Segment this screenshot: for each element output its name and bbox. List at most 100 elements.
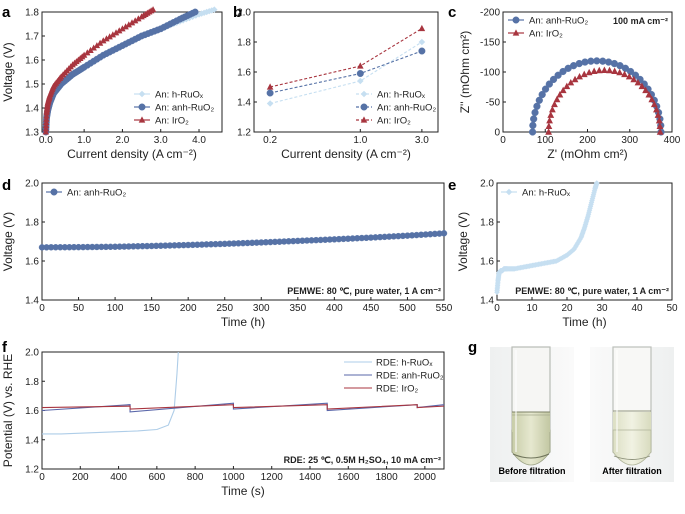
x-tick-label: 0 (500, 135, 506, 146)
x-tick-label: 400 (326, 303, 343, 314)
y-tick-label: 2.0 (480, 179, 494, 190)
legend-entry: RDE: h-RuOₓ (376, 358, 433, 369)
photo-before-filtration: Before filtration (490, 346, 574, 482)
y-tick-label: 1.2 (237, 128, 251, 139)
y-axis-label: Voltage (V) (456, 212, 470, 271)
plot-frame (41, 182, 445, 301)
y-tick-label: -100 (480, 68, 500, 79)
data-point (528, 128, 537, 136)
legend-marker (360, 116, 368, 123)
x-tick-label: 100 (107, 303, 124, 314)
data-point (109, 31, 117, 38)
panel-letter-d: d (2, 177, 11, 194)
panel-letter-a: a (2, 4, 11, 21)
panel-letter-c: c (448, 4, 456, 21)
y-tick-label: 1.8 (25, 8, 39, 19)
data-point (356, 69, 364, 77)
data-point (546, 116, 553, 124)
data-point (553, 95, 561, 103)
data-point (135, 15, 142, 22)
chart-panel-f: 0 200 400 600 800 1000 1200 1400 1600 1800 2000 1.2… (1, 348, 445, 498)
data-point (621, 64, 630, 72)
data-point (418, 47, 426, 55)
data-point (642, 86, 650, 94)
data-point (208, 7, 215, 14)
series-circle (528, 57, 665, 136)
x-tick-label: 200 (579, 135, 596, 146)
legend-marker (360, 90, 368, 98)
data-point (530, 115, 538, 123)
y-axis-label: Potential (V) vs. RHE (1, 354, 15, 467)
x-tick-label: 1.0 (77, 135, 91, 146)
x-tick-label: 0.0 (39, 135, 53, 146)
data-point (418, 38, 426, 46)
legend-entry: An: h-RuOₓ (155, 90, 204, 101)
vial-after (612, 346, 652, 466)
chart-annotation: 100 mA cm⁻² (613, 16, 668, 26)
y-tick-label: 1.3 (25, 128, 39, 139)
x-axis-label: Time (h) (221, 315, 265, 329)
data-point (149, 6, 157, 13)
y-tick-label: 1.6 (480, 257, 494, 268)
data-point (581, 58, 589, 66)
data-point (599, 57, 607, 65)
y-tick-label: 1.6 (237, 68, 251, 79)
chart-panel-b: 0.2 1.0 3.0 1.2 1.4 1.6 1.8 2.0 Current density … (237, 8, 439, 161)
y-tick-label: 1.8 (25, 377, 39, 388)
data-point (545, 122, 553, 130)
series-triangle (42, 6, 157, 135)
series-line (270, 50, 423, 94)
legend-marker (512, 16, 520, 24)
data-point (266, 83, 274, 90)
data-point (655, 116, 663, 124)
legend-marker (512, 29, 520, 36)
legend-entry: RDE: IrO₂ (376, 384, 419, 395)
x-tick-label: 4.0 (192, 135, 206, 146)
x-tick-label: 2.0 (115, 135, 129, 146)
x-tick-label: 3.0 (154, 135, 168, 146)
y-tick-label: 1.4 (25, 104, 39, 115)
legend-entry: An: h-RuOₓ (522, 188, 571, 199)
chart-panel-e: 0 10 20 30 40 50 1.4 1.6 1.8 2.0 Time (h) Voltage (… (456, 179, 678, 330)
chart-panel-d: 0 50 100 150 200 250 300 350 400 450 500 550 1.4 1.6 1… (1, 179, 453, 330)
x-tick-label: 100 (537, 135, 554, 146)
y-tick-label: 2.0 (25, 179, 39, 190)
x-tick-label: 600 (149, 472, 166, 483)
data-point (634, 78, 642, 86)
data-point (541, 85, 550, 93)
data-point (43, 115, 50, 122)
legend-entry: An: IrO₂ (377, 116, 411, 127)
x-axis-label: Current density (A cm⁻²) (281, 147, 411, 161)
y-tick-label: 1.2 (25, 465, 39, 476)
x-tick-label: 40 (631, 303, 643, 314)
y-tick-label: 2.0 (25, 348, 39, 359)
series-diamond (494, 180, 600, 295)
y-tick-label: 1.4 (25, 296, 39, 307)
x-tick-label: 0 (39, 303, 45, 314)
x-tick-label: 1800 (375, 472, 398, 483)
data-point (206, 8, 213, 15)
y-axis-label: Voltage (V) (1, 42, 15, 101)
data-point (571, 75, 579, 83)
x-tick-label: 1400 (299, 472, 322, 483)
y-tick-label: -150 (480, 38, 500, 49)
legend-marker (505, 188, 513, 196)
data-point (606, 66, 613, 74)
data-point (418, 24, 426, 32)
legend-entry: An: IrO₂ (529, 29, 563, 40)
data-point (656, 128, 664, 135)
chart-panel-c: 0 100 200 300 400 0 -50 -100 -150 -200 Z' (mOhm cm… (458, 8, 681, 162)
data-point (645, 91, 653, 98)
data-point (630, 75, 638, 83)
data-point (654, 111, 662, 118)
legend-marker (138, 90, 146, 98)
data-point (638, 82, 646, 90)
data-point (103, 35, 110, 42)
x-axis-label: Time (s) (221, 484, 265, 498)
data-point (43, 112, 50, 119)
chart-panel-a: 0.0 1.0 2.0 3.0 4.0 1.3 1.4 1.5 1.6 1.7 1.8 Current… (1, 6, 223, 161)
data-point (100, 37, 107, 44)
y-axis-label: Voltage (V) (1, 212, 15, 271)
data-point (548, 105, 556, 113)
x-tick-label: 1000 (222, 472, 245, 483)
